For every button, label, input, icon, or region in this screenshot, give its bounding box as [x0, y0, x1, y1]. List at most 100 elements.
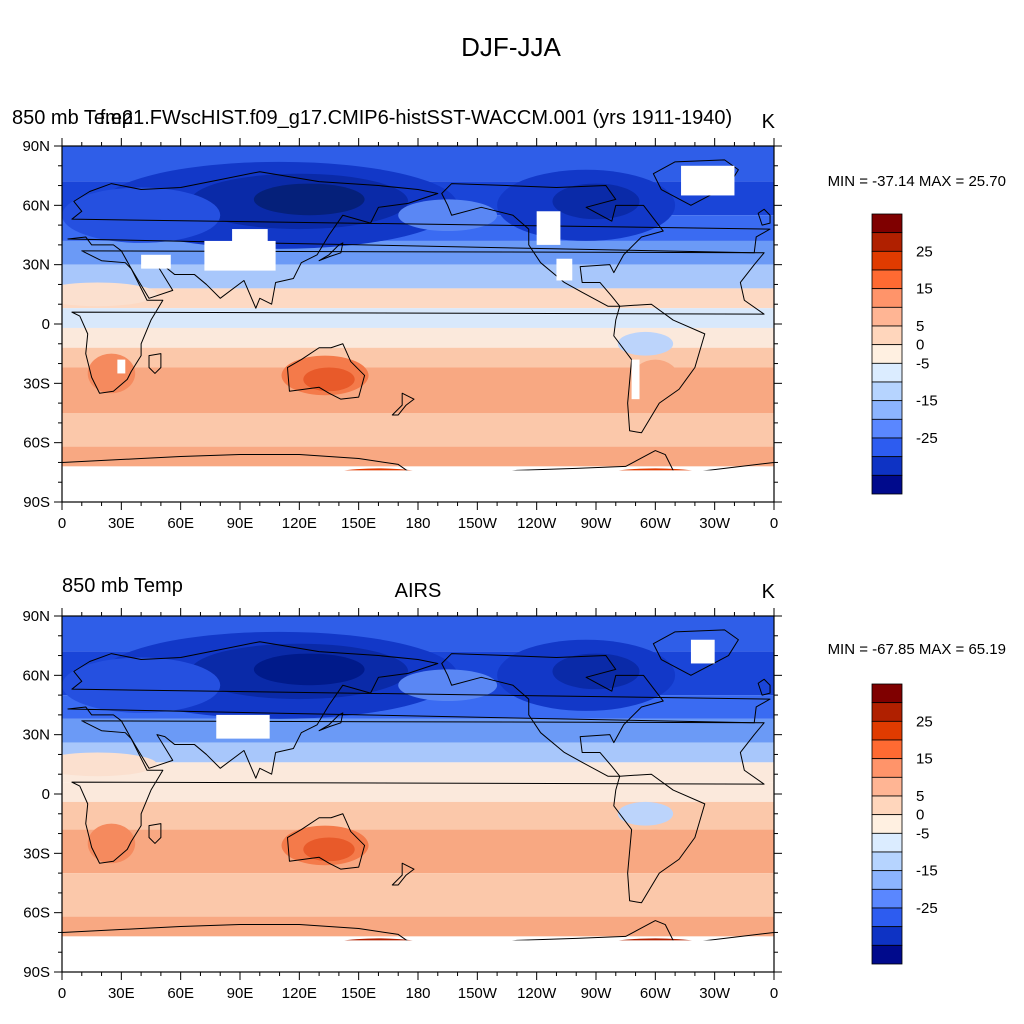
warm-anomaly [303, 367, 355, 392]
anomaly-regions [62, 161, 715, 491]
colorbar-label: 0 [916, 337, 924, 354]
colorbar-label: 25 [916, 243, 933, 260]
x-tick-label: 150W [458, 985, 498, 1002]
y-tick-label: 0 [42, 786, 50, 803]
coastline-africa [71, 720, 765, 864]
coastline-samerica [613, 773, 706, 904]
x-tick-label: 150E [341, 515, 376, 532]
cold-anomaly [253, 653, 365, 686]
coastlines [62, 159, 873, 502]
y-tick-label: 30N [22, 257, 50, 274]
colorbar-label: 15 [916, 281, 933, 298]
missing-data-regions [62, 639, 774, 972]
colorbar-swatch [871, 474, 903, 495]
colorbar-swatch [871, 418, 903, 439]
cool-anomaly [617, 331, 674, 356]
contour-band [62, 288, 774, 309]
y-tick-label: 30S [23, 845, 50, 862]
colorbar-label: 0 [916, 807, 924, 824]
contour-band [62, 308, 774, 328]
colorbar-swatch [871, 795, 903, 816]
missing-data [62, 470, 774, 502]
coastline-japan [318, 712, 344, 732]
warm-anomaly [87, 353, 136, 394]
colorbar: 25 15 5 0-5 -15 -25 [871, 683, 938, 965]
y-tick-label: 90N [22, 138, 50, 155]
panel-units: K [762, 581, 776, 603]
x-tick-label: 150E [341, 985, 376, 1002]
x-tick-label: 90W [581, 515, 613, 532]
warm-anomaly [631, 829, 680, 870]
x-tick-label: 0 [58, 985, 66, 1002]
coastline-madagascar [148, 823, 162, 844]
y-tick-label: 90N [22, 608, 50, 625]
coastline-uk [757, 208, 771, 226]
missing-data [216, 714, 270, 739]
y-tick-label: 60S [23, 435, 50, 452]
missing-data [117, 359, 126, 374]
coastline-australia [286, 343, 366, 400]
colorbar-label: 25 [916, 713, 933, 730]
warm-anomaly [62, 282, 157, 307]
colorbar-swatch [871, 325, 903, 346]
coastline-eurasia [0, 642, 58, 778]
colorbar-swatch [871, 702, 903, 722]
missing-data [141, 254, 171, 269]
x-tick-label: 60E [167, 985, 194, 1002]
colorbar-swatch [871, 232, 903, 252]
missing-data [556, 258, 573, 281]
x-tick-label: 120E [282, 985, 317, 1002]
figure-title: DJF-JJA [461, 32, 561, 62]
colorbar-swatch [871, 776, 903, 797]
x-tick-label: 120E [282, 515, 317, 532]
colorbar-swatch [871, 720, 903, 741]
x-tick-label: 180 [405, 515, 430, 532]
y-axis: 90N 60N 30N 0 30S 60S 90S [22, 138, 782, 511]
missing-data [536, 211, 561, 245]
colorbar-swatch [871, 250, 903, 271]
contour-band [62, 742, 774, 763]
colorbar-label: -5 [916, 355, 929, 372]
x-axis: 0 30E 60E 90E 120E 150E 180 150W 120W 90W 60W 30W 0 [58, 608, 778, 1002]
colorbar-swatch [871, 437, 903, 458]
coastline-greenland [652, 629, 739, 676]
contour-band [62, 762, 774, 783]
missing-data [62, 940, 774, 972]
colorbar: 25 15 5 0-5 -15 -25 [871, 213, 938, 495]
coastline-madagascar [861, 354, 873, 374]
x-tick-label: 60W [640, 515, 672, 532]
colorbar-label: -15 [916, 393, 938, 410]
contour-band [62, 327, 774, 348]
x-axis: 0 30E 60E 90E 120E 150E 180 150W 120W 90W 60W 30W 0 [58, 138, 778, 532]
colorbar-swatch [871, 870, 903, 890]
contour-band [62, 782, 774, 802]
y-tick-label: 90S [23, 494, 50, 511]
coastline-antarctica [62, 450, 774, 502]
y-tick-label: 30N [22, 727, 50, 744]
y-tick-label: 60N [22, 667, 50, 684]
x-tick-label: 120W [517, 985, 557, 1002]
panel-airs: 850 mb Temp AIRS K 0 30E 60E 90E 120E 150E 180… [0, 575, 1006, 1002]
colorbar-swatch [871, 814, 903, 834]
panel-center-title: f.e21.FWscHIST.f09_g17.CMIP6-histSST-WAC… [100, 107, 732, 129]
coastline-namerica [441, 183, 664, 307]
x-tick-label: 0 [770, 985, 778, 1002]
missing-data-regions [62, 165, 774, 502]
contour-band [62, 916, 774, 937]
x-tick-label: 60E [167, 515, 194, 532]
y-tick-label: 0 [42, 316, 50, 333]
y-axis: 90N 60N 30N 0 30S 60S 90S [22, 608, 782, 981]
colorbar-swatch [871, 306, 903, 327]
contour-band [62, 446, 774, 467]
missing-data [232, 229, 268, 245]
x-tick-label: 90E [227, 985, 254, 1002]
missing-data [681, 165, 735, 196]
colorbar-swatch [871, 739, 903, 760]
coastline-eurasia [67, 171, 771, 309]
colorbar-label: -15 [916, 863, 938, 880]
coastline-uk [757, 678, 771, 696]
x-tick-label: 90E [227, 515, 254, 532]
cold-anomaly [552, 183, 640, 220]
coastlines [0, 629, 774, 972]
